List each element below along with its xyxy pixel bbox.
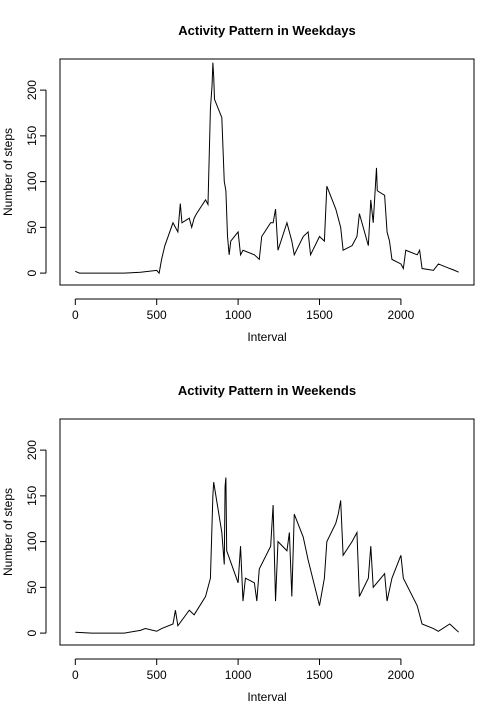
x-tick-label: 1000 (225, 308, 252, 322)
x-tick-label: 500 (147, 668, 167, 682)
y-tick-label: 50 (25, 580, 39, 594)
y-axis-label: Number of steps (1, 488, 15, 576)
chart-title: Activity Pattern in Weekdays (178, 23, 356, 38)
chart-title: Activity Pattern in Weekends (178, 383, 356, 398)
data-line (75, 62, 459, 275)
y-tick-label: 50 (25, 220, 39, 234)
y-axis-label: Number of steps (1, 128, 15, 216)
x-tick-label: 2000 (388, 308, 415, 322)
x-tick-label: 0 (72, 668, 79, 682)
x-tick-label: 2000 (388, 668, 415, 682)
y-tick-label: 200 (25, 440, 39, 460)
plot-box (59, 418, 475, 646)
x-tick-label: 0 (72, 308, 79, 322)
y-tick-label: 0 (25, 269, 39, 276)
y-tick-label: 0 (25, 629, 39, 636)
x-tick-label: 1500 (306, 308, 333, 322)
y-tick-label: 100 (25, 531, 39, 551)
y-tick-label: 100 (25, 171, 39, 191)
y-tick-label: 150 (25, 126, 39, 146)
y-tick-label: 200 (25, 80, 39, 100)
x-tick-label: 500 (147, 308, 167, 322)
data-line (75, 477, 460, 634)
x-tick-label: 1500 (306, 668, 333, 682)
x-axis-label: Interval (247, 690, 286, 704)
x-axis-label: Interval (247, 330, 286, 344)
y-tick-label: 150 (25, 486, 39, 506)
plot-box (59, 58, 475, 286)
x-tick-label: 1000 (225, 668, 252, 682)
